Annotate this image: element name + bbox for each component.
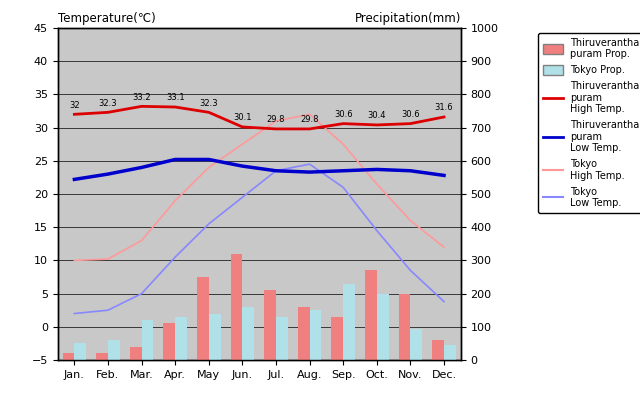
Bar [163,324,175,360]
Bar [230,254,243,360]
Bar [197,277,209,360]
Bar [399,294,410,360]
Bar [343,284,355,360]
Text: 32.3: 32.3 [99,99,117,108]
Bar [130,347,141,360]
Bar [298,307,310,360]
Bar [243,307,254,360]
Text: 30.1: 30.1 [233,113,252,122]
Bar [432,340,444,360]
Text: 32.3: 32.3 [200,99,218,108]
Text: 33.1: 33.1 [166,93,184,102]
Text: Precipitation(mm): Precipitation(mm) [355,12,461,25]
Bar [310,310,321,360]
Bar [276,317,288,360]
Text: 31.6: 31.6 [435,103,453,112]
Text: 30.6: 30.6 [334,110,353,119]
Bar [209,314,221,360]
Bar [377,294,388,360]
Text: Temperature(℃): Temperature(℃) [58,12,156,25]
Legend: Thiruverantha
puram Prop., Tokyo Prop., Thiruverantha
puram
High Temp., Thiruver: Thiruverantha puram Prop., Tokyo Prop., … [538,33,640,213]
Bar [141,320,154,360]
Bar [444,345,456,360]
Bar [108,340,120,360]
Bar [96,353,108,360]
Bar [175,317,187,360]
Bar [410,329,422,360]
Text: 29.8: 29.8 [267,115,285,124]
Text: 33.2: 33.2 [132,93,151,102]
Text: 30.6: 30.6 [401,110,420,119]
Text: 29.8: 29.8 [300,115,319,124]
Text: 32: 32 [69,101,80,110]
Bar [264,290,276,360]
Text: 30.4: 30.4 [367,111,386,120]
Bar [332,317,343,360]
Bar [74,343,86,360]
Bar [63,353,74,360]
Bar [365,270,377,360]
